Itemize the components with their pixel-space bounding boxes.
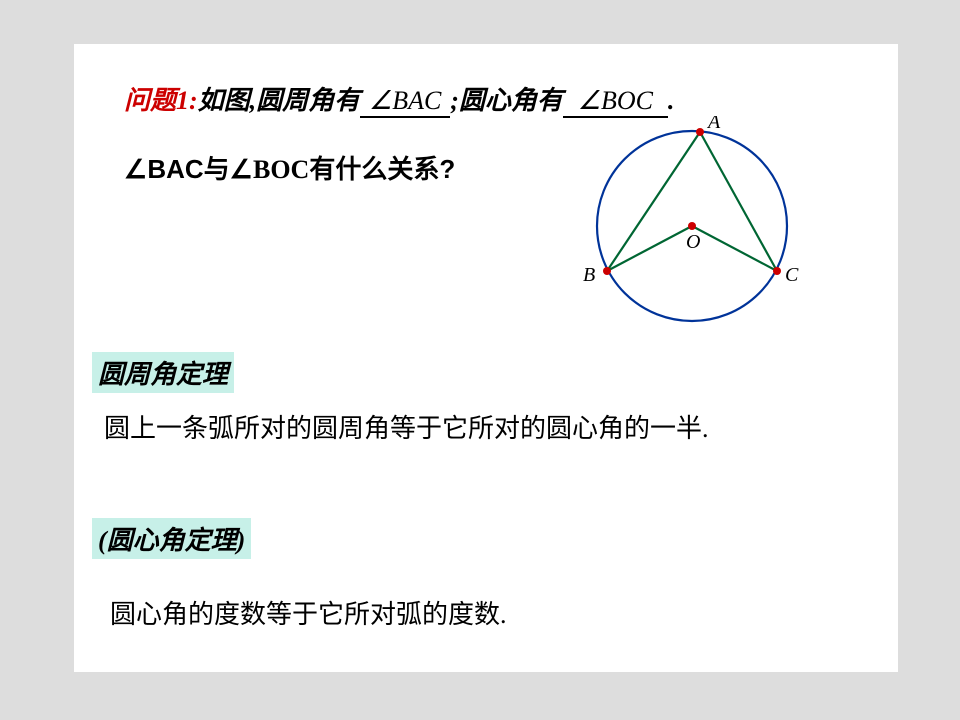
svg-text:A: A [706,116,721,133]
question-label: 问题1: [124,86,198,115]
svg-text:B: B [583,264,595,286]
angle-boc: ∠BOC [230,155,310,184]
central-angle-theorem-text: 圆心角的度数等于它所对弧的度数. [110,594,507,631]
angle-symbol-1: ∠ [124,155,147,184]
question-prefix: 如图,圆周角有 [198,86,361,115]
question-mid: ;圆心角有 [450,86,563,115]
subquestion-line: ∠BAC与∠BOC有什么关系? [124,149,455,186]
blank-inscribed-angle: ∠BAC [360,86,450,118]
question-suffix: . [668,86,675,115]
slide-page: 问题1:如图,圆周角有∠BAC;圆心角有∠BOC. ∠BAC与∠BOC有什么关系… [74,44,898,672]
circle-diagram: A B C O [562,116,822,336]
inscribed-angle-theorem-label: 圆周角定理 [92,352,234,393]
svg-text:O: O [686,231,700,253]
inscribed-angle-theorem-text: 圆上一条弧所对的圆周角等于它所对的圆心角的一半. [104,410,784,448]
angle-bac: BAC [147,154,203,184]
diagram-svg: A B C O [562,116,822,336]
svg-text:C: C [785,264,799,286]
sub-mid: 与 [204,154,230,184]
central-angle-theorem-label: (圆心角定理) [92,518,251,559]
blank-central-angle: ∠BOC [563,86,668,118]
question-line: 问题1:如图,圆周角有∠BAC;圆心角有∠BOC. [124,80,674,118]
sub-suffix: 有什么关系? [309,154,455,184]
